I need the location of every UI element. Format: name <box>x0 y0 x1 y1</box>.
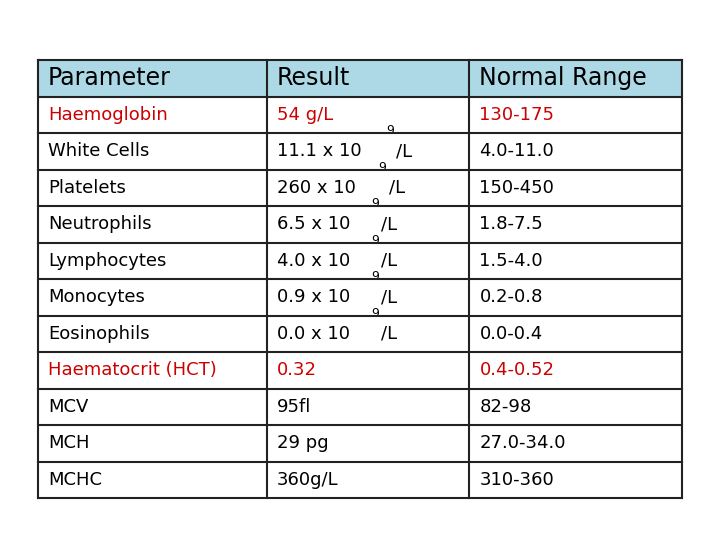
Text: Normal Range: Normal Range <box>480 66 647 90</box>
Text: Haemoglobin: Haemoglobin <box>48 106 168 124</box>
Text: Haematocrit (HCT): Haematocrit (HCT) <box>48 361 217 379</box>
Text: /L: /L <box>382 215 397 233</box>
Text: /L: /L <box>382 252 397 270</box>
Text: Parameter: Parameter <box>48 66 171 90</box>
Text: /L: /L <box>382 288 397 306</box>
Text: 4.0 x 10: 4.0 x 10 <box>276 252 350 270</box>
Text: Eosinophils: Eosinophils <box>48 325 150 343</box>
Text: 9: 9 <box>371 307 379 320</box>
Text: 130-175: 130-175 <box>480 106 554 124</box>
Text: 95fl: 95fl <box>276 398 311 416</box>
Text: 0.2-0.8: 0.2-0.8 <box>480 288 543 306</box>
Text: MCHC: MCHC <box>48 471 102 489</box>
Text: 260 x 10: 260 x 10 <box>276 179 356 197</box>
Text: 0.0 x 10: 0.0 x 10 <box>276 325 350 343</box>
Text: Neutrophils: Neutrophils <box>48 215 152 233</box>
Text: White Cells: White Cells <box>48 142 149 160</box>
Text: Result: Result <box>276 66 350 90</box>
Text: 82-98: 82-98 <box>480 398 532 416</box>
Text: 54 g/L: 54 g/L <box>276 106 333 124</box>
Text: /L: /L <box>396 142 412 160</box>
Text: 0.9 x 10: 0.9 x 10 <box>276 288 350 306</box>
Text: 9: 9 <box>379 161 386 174</box>
Text: 9: 9 <box>371 270 379 283</box>
Text: 29 pg: 29 pg <box>276 434 328 453</box>
Text: /L: /L <box>389 179 405 197</box>
Text: 150-450: 150-450 <box>480 179 554 197</box>
Text: 1.8-7.5: 1.8-7.5 <box>480 215 543 233</box>
Text: /L: /L <box>381 325 397 343</box>
Text: 0.4-0.52: 0.4-0.52 <box>480 361 554 379</box>
Text: 4.0-11.0: 4.0-11.0 <box>480 142 554 160</box>
Text: MCV: MCV <box>48 398 89 416</box>
Text: 310-360: 310-360 <box>480 471 554 489</box>
Text: 6.5 x 10: 6.5 x 10 <box>276 215 350 233</box>
Text: 11.1 x 10: 11.1 x 10 <box>276 142 361 160</box>
Text: 9: 9 <box>386 124 394 137</box>
Text: 0.0-0.4: 0.0-0.4 <box>480 325 543 343</box>
Text: 9: 9 <box>371 234 379 247</box>
Text: Monocytes: Monocytes <box>48 288 145 306</box>
Bar <box>38 60 682 97</box>
Text: 9: 9 <box>372 197 379 210</box>
Text: 0.32: 0.32 <box>276 361 317 379</box>
Text: Platelets: Platelets <box>48 179 126 197</box>
Text: MCH: MCH <box>48 434 89 453</box>
Text: 27.0-34.0: 27.0-34.0 <box>480 434 566 453</box>
Text: 1.5-4.0: 1.5-4.0 <box>480 252 543 270</box>
Text: 360g/L: 360g/L <box>276 471 338 489</box>
Text: Lymphocytes: Lymphocytes <box>48 252 166 270</box>
